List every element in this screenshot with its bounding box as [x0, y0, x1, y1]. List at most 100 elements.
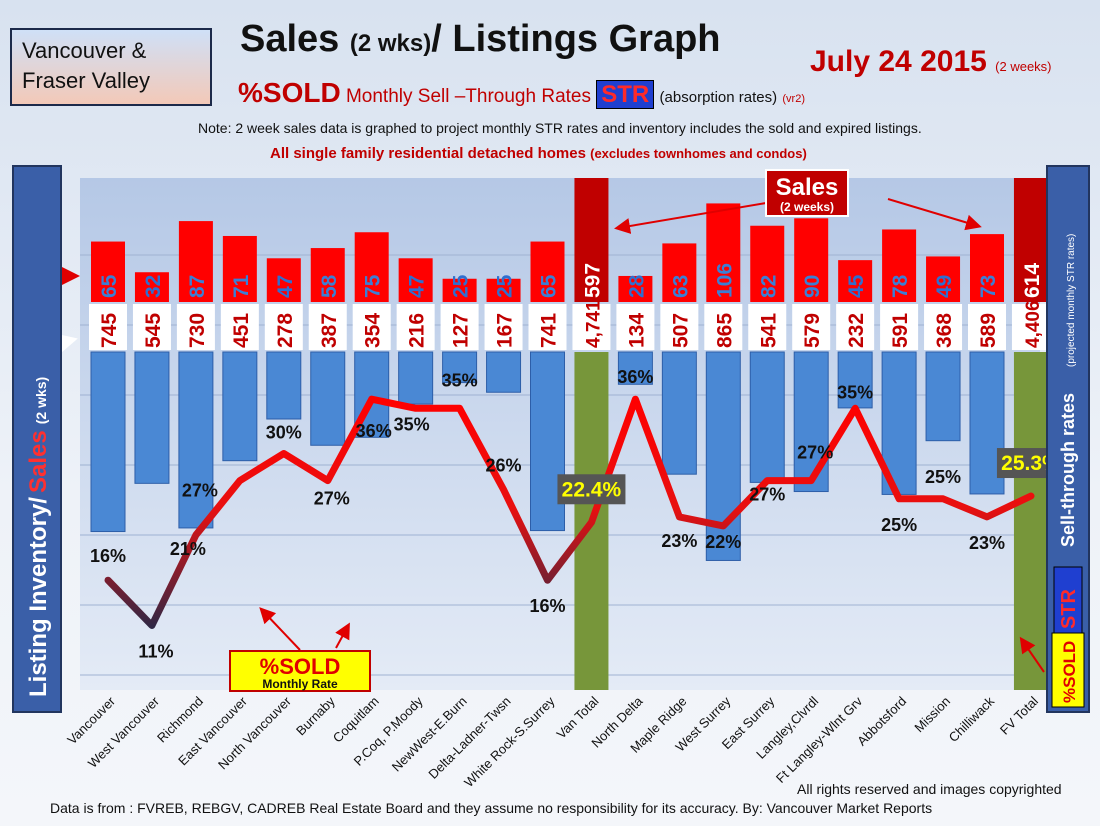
sales-callout-arrow-left — [614, 202, 767, 234]
inventory-tile-11 — [572, 304, 611, 350]
date-note: (2 weeks) — [995, 59, 1052, 74]
pct-callout-sub: Monthly Rate — [262, 677, 338, 691]
sales-bar-16 — [794, 218, 829, 302]
sales-label-15: 82 — [757, 275, 780, 298]
sales-label-1: 32 — [142, 275, 165, 298]
pct-label-5: 27% — [314, 489, 350, 509]
left-wks-label: (2 wks) — [33, 377, 49, 424]
inventory-tile-10 — [528, 304, 567, 350]
pct-label-4: 30% — [266, 423, 302, 443]
inventory-label-20: 589 — [977, 313, 1000, 348]
inventory-bar-0 — [90, 351, 126, 533]
sales-label-18: 78 — [889, 274, 912, 298]
inventory-tile-21 — [1011, 304, 1050, 350]
inventory-label-5: 387 — [318, 313, 341, 348]
inventory-label-12: 134 — [625, 313, 648, 348]
x-label-19: Mission — [911, 694, 953, 736]
pct-label-13: 23% — [661, 531, 697, 551]
title-sales: Sales — [240, 18, 340, 60]
title-listings: / Listings Graph — [431, 18, 721, 60]
subtitle-str: STR — [596, 80, 655, 109]
pct-label-7: 35% — [394, 414, 430, 434]
right-side-panel: Sell-through rates (projected monthly ST… — [1046, 165, 1090, 713]
inventory-label-18: 591 — [889, 313, 912, 348]
sales-label-14: 106 — [713, 263, 736, 298]
subtitle-text: Monthly Sell –Through Rates — [345, 86, 591, 107]
sales-bar-3 — [222, 235, 257, 302]
inventory-tile-19 — [924, 304, 963, 350]
inventory-tile-7 — [396, 304, 435, 350]
left-sales-label: Sales — [25, 430, 52, 493]
sales-label-10: 65 — [538, 274, 561, 298]
sales-callout-sub: (2 weeks) — [780, 200, 834, 214]
x-label-20: Chilliwack — [946, 693, 998, 745]
pct-label-10: 16% — [529, 596, 565, 616]
title-wks: (2 wks) — [349, 30, 432, 57]
x-label-9: Delta-Ladner-Twsn — [425, 694, 513, 782]
sales-label-5: 58 — [318, 274, 341, 298]
sales-bar-0 — [91, 241, 125, 302]
sales-label-13: 63 — [669, 275, 692, 298]
sales-label-7: 47 — [406, 275, 429, 298]
sales-label-6: 75 — [362, 274, 385, 298]
sales-bar-2 — [178, 221, 213, 302]
inventory-tile-8 — [440, 304, 479, 350]
sales-bar-15 — [750, 225, 785, 302]
inventory-label-1: 545 — [142, 313, 165, 348]
sales-bar-8 — [442, 278, 477, 302]
inventory-label-6: 354 — [362, 313, 385, 348]
sales-label-19: 49 — [933, 275, 956, 298]
detached-main: All single family residential detached h… — [270, 145, 586, 162]
sales-label-0: 65 — [98, 274, 121, 298]
inventory-bar-12 — [617, 351, 653, 385]
sales-bar-20 — [970, 234, 1004, 302]
detached-note: All single family residential detached h… — [270, 145, 807, 162]
inventory-tile-13 — [660, 304, 699, 350]
pct-sold-callout: %SOLD Monthly Rate — [229, 650, 371, 692]
inventory-bar-4 — [266, 351, 302, 420]
right-projected-label: (projected monthly STR rates) — [1066, 234, 1077, 367]
inventory-label-21: 4,406 — [1023, 300, 1044, 348]
inventory-tile-15 — [748, 304, 787, 350]
pct-label-14: 22% — [705, 532, 741, 552]
sales-bar-13 — [662, 243, 697, 302]
inventory-label-9: 167 — [494, 313, 517, 348]
inventory-label-7: 216 — [406, 313, 429, 348]
inventory-label-0: 745 — [98, 313, 121, 348]
sales-label-11: 597 — [581, 263, 604, 298]
inventory-tile-3 — [220, 304, 259, 350]
date-title: July 24 2015 (2 weeks) — [810, 45, 1052, 79]
x-label-5: Burnaby — [293, 693, 338, 738]
pct-callout-arrow-left — [259, 607, 301, 651]
right-sell-label: Sell-through rates — [1058, 393, 1078, 547]
bars-layer — [89, 178, 1050, 690]
inventory-tile-0 — [89, 304, 127, 350]
source-note: Data is from : FVREB, REBGV, CADREB Real… — [50, 800, 933, 816]
sales-bar-10 — [530, 241, 565, 302]
x-label-17: Ft Langley-Wlnt Grv — [773, 693, 866, 786]
inventory-label-8: 127 — [450, 313, 473, 348]
subtitle-absorb: (absorption rates) — [659, 89, 778, 106]
pct-label-15: 27% — [749, 485, 785, 505]
inventory-bar-17 — [837, 351, 873, 409]
inventory-tile-12 — [616, 304, 655, 350]
pct-label-20: 23% — [969, 533, 1005, 553]
pct-label-6: 36% — [356, 421, 392, 441]
sales-callout-title: Sales — [776, 174, 839, 201]
sales-callout-arrow-right — [887, 198, 982, 231]
inventory-tile-16 — [792, 304, 831, 350]
sales-bar-4 — [266, 258, 301, 302]
date-text: July 24 2015 — [810, 45, 987, 78]
sales-label-12: 28 — [625, 274, 648, 298]
pct-label-18: 25% — [881, 515, 917, 535]
inventory-bar-9 — [486, 351, 522, 393]
inventory-bar-13 — [661, 351, 697, 475]
sales-label-16: 90 — [801, 275, 824, 298]
sales-bar-11 — [574, 178, 609, 302]
sales-bar-14 — [706, 203, 741, 302]
labels-layer: 745 65 545 32 730 87 451 71 278 47 387 58 354 75 216 47… — [98, 263, 1044, 348]
detached-sub: (excludes townhomes and condos) — [590, 146, 807, 161]
pct-label-8: 35% — [442, 370, 478, 390]
